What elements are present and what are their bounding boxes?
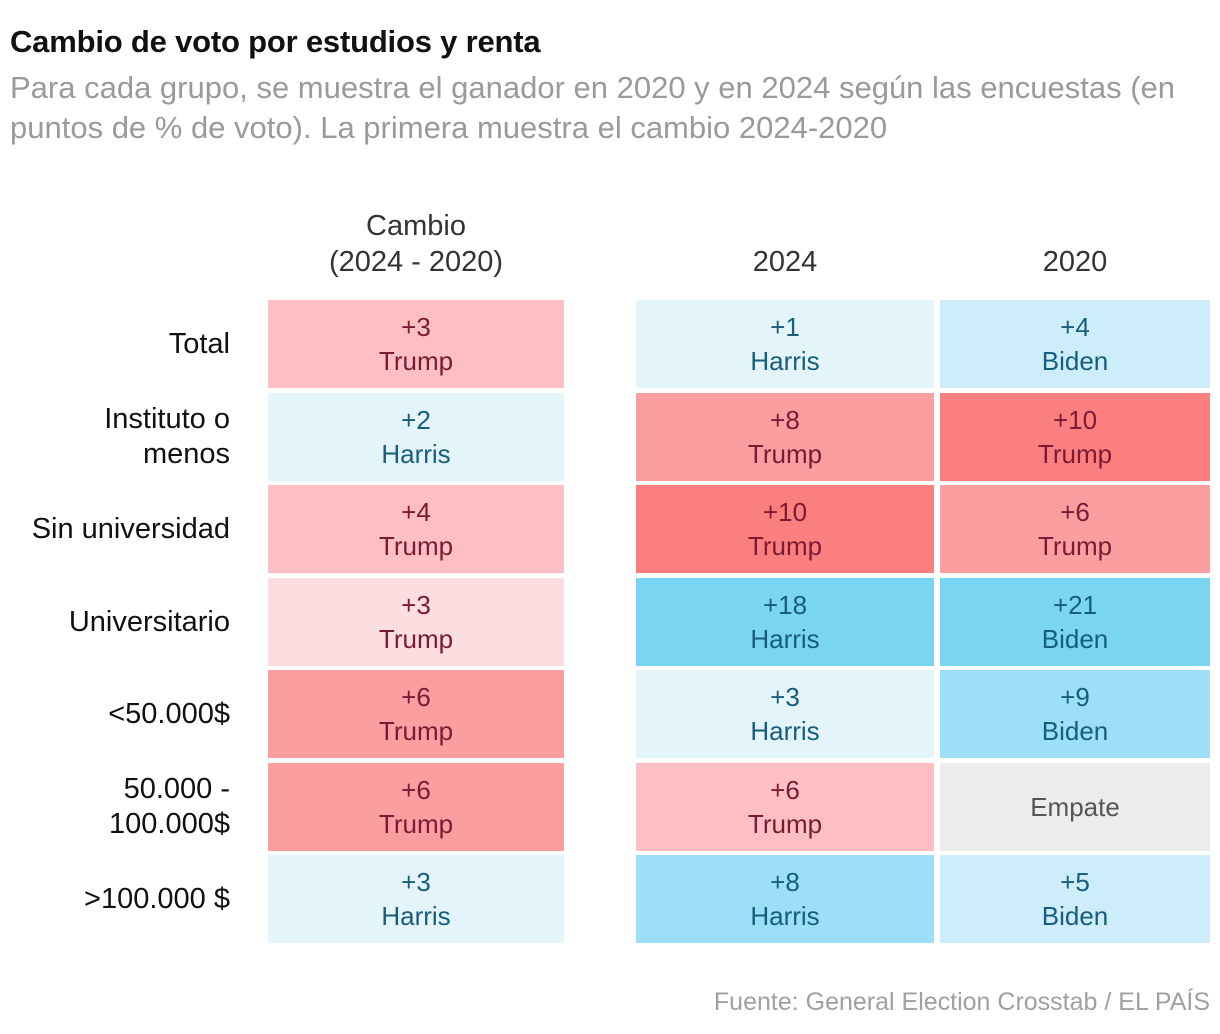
cell-winner: Harris	[750, 624, 820, 654]
source-note: Fuente: General Election Crosstab / EL P…	[713, 988, 1210, 1016]
table-cell: +3 Harris	[636, 670, 934, 758]
cell-margin: +21	[1052, 590, 1098, 620]
table-cell: Empate	[940, 763, 1210, 851]
cell-margin: +8	[770, 867, 800, 897]
cell-winner: Trump	[378, 624, 454, 654]
cell-winner: Harris	[750, 346, 820, 376]
table-cell: +2 Harris	[268, 393, 564, 481]
cell-winner: Trump	[747, 439, 823, 469]
table-cell: +6 Trump	[268, 763, 564, 851]
cell-margin: +5	[1060, 867, 1090, 897]
cell-winner: Trump	[378, 809, 454, 839]
table-cell: +8 Harris	[636, 855, 934, 943]
table-cell: +6 Trump	[268, 670, 564, 758]
row-label: Instituto o menos	[104, 403, 230, 470]
cell-margin: +4	[401, 497, 431, 527]
cell-winner: Empate	[1030, 792, 1120, 822]
cell-margin: +3	[401, 590, 431, 620]
table-cell: +18 Harris	[636, 578, 934, 666]
chart-subtitle: Para cada grupo, se muestra el ganador e…	[10, 70, 1176, 145]
cell-winner: Biden	[1041, 624, 1109, 654]
table-cell: +10 Trump	[636, 485, 934, 573]
table-cell: +6 Trump	[636, 763, 934, 851]
table-cell: +10 Trump	[940, 393, 1210, 481]
cell-winner: Trump	[1037, 439, 1113, 469]
table-cell: +4 Biden	[940, 300, 1210, 388]
cell-margin: +1	[770, 312, 800, 342]
cell-margin: +10	[762, 497, 808, 527]
table-cell: +9 Biden	[940, 670, 1210, 758]
row-label: >100.000 $	[84, 882, 230, 915]
column-header: 2024	[752, 246, 818, 278]
table-cell: +21 Biden	[940, 578, 1210, 666]
row-label: 50.000 -100.000$	[109, 773, 230, 840]
table-cell: +5 Biden	[940, 855, 1210, 943]
cell-margin: +9	[1060, 682, 1090, 712]
cell-winner: Trump	[747, 531, 823, 561]
cell-margin: +4	[1060, 312, 1090, 342]
cell-margin: +6	[401, 775, 431, 805]
cell-winner: Biden	[1041, 346, 1109, 376]
chart-title: Cambio de voto por estudios y renta	[10, 24, 541, 59]
cell-winner: Harris	[750, 716, 820, 746]
column-header: Cambio (2024 - 2020)	[328, 210, 504, 278]
cell-margin: +3	[770, 682, 800, 712]
cell-margin: +10	[1052, 405, 1098, 435]
cell-winner: Harris	[381, 439, 451, 469]
table-cell: +6 Trump	[940, 485, 1210, 573]
cell-winner: Trump	[378, 716, 454, 746]
table-cell: +3 Trump	[268, 578, 564, 666]
cell-winner: Trump	[1037, 531, 1113, 561]
row-label: Total	[168, 327, 230, 360]
cell-margin: +6	[1060, 497, 1090, 527]
cell-winner: Harris	[381, 901, 451, 931]
cell-margin: +8	[770, 405, 800, 435]
table-cell: +3 Trump	[268, 300, 564, 388]
cell-margin: +3	[401, 867, 431, 897]
cell-margin: +18	[762, 590, 808, 620]
row-label: Universitario	[68, 605, 230, 638]
cell-winner: Trump	[747, 809, 823, 839]
cell-margin: +3	[401, 312, 431, 342]
cell-margin: +6	[401, 682, 431, 712]
cell-winner: Trump	[378, 346, 454, 376]
table-cell: +3 Harris	[268, 855, 564, 943]
cell-margin: +6	[770, 775, 800, 805]
cell-winner: Harris	[750, 901, 820, 931]
row-label: <50.000$	[108, 697, 230, 730]
table-cell: +4 Trump	[268, 485, 564, 573]
cell-winner: Biden	[1041, 901, 1109, 931]
row-label: Sin universidad	[31, 512, 230, 545]
cell-winner: Trump	[378, 531, 454, 561]
cell-margin: +2	[401, 405, 431, 435]
table-cell: +8 Trump	[636, 393, 934, 481]
table-cell: +1 Harris	[636, 300, 934, 388]
column-header: 2020	[1042, 246, 1108, 278]
cell-winner: Biden	[1041, 716, 1109, 746]
